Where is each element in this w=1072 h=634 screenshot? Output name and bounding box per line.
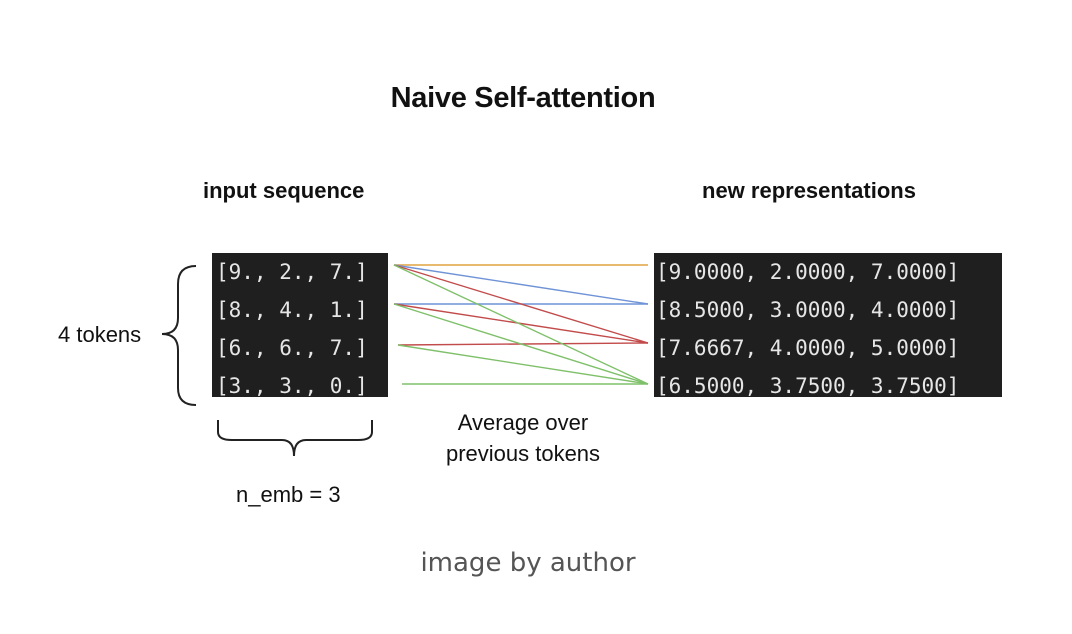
- average-caption-line: Average over: [457, 410, 589, 435]
- new-representations-heading: new representations: [702, 178, 916, 203]
- connection-line: [397, 344, 649, 385]
- connection-line: [393, 264, 649, 305]
- input-row: [6., 6., 7.]: [216, 336, 368, 360]
- output-row: [8.5000, 3.0000, 4.0000]: [656, 298, 960, 322]
- average-caption: Average over previous tokens: [416, 407, 630, 469]
- average-caption-line: previous tokens: [445, 441, 601, 466]
- output-row: [6.5000, 3.7500, 3.7500]: [656, 374, 960, 398]
- input-sequence-heading: input sequence: [203, 178, 365, 203]
- tokens-brace: [161, 265, 197, 406]
- attention-connections: [393, 264, 649, 385]
- input-row: [3., 3., 0.]: [216, 374, 368, 398]
- connection-line: [393, 303, 649, 344]
- input-matrix: [9., 2., 7.] [8., 4., 1.] [6., 6., 7.] […: [212, 253, 388, 398]
- input-row: [8., 4., 1.]: [216, 298, 368, 322]
- output-row: [9.0000, 2.0000, 7.0000]: [656, 260, 960, 284]
- connection-line: [393, 264, 649, 385]
- output-row: [7.6667, 4.0000, 5.0000]: [656, 336, 960, 360]
- embedding-brace: [217, 420, 373, 457]
- output-matrix: [9.0000, 2.0000, 7.0000] [8.5000, 3.0000…: [654, 253, 1002, 398]
- tokens-count-label: 4 tokens: [58, 322, 142, 347]
- diagram-title: Naive Self-attention: [390, 82, 656, 114]
- input-row: [9., 2., 7.]: [216, 260, 368, 284]
- connection-line: [393, 264, 649, 344]
- image-credit: image by author: [420, 548, 636, 578]
- connection-line: [393, 303, 649, 385]
- embedding-size-label: n_emb = 3: [236, 482, 341, 507]
